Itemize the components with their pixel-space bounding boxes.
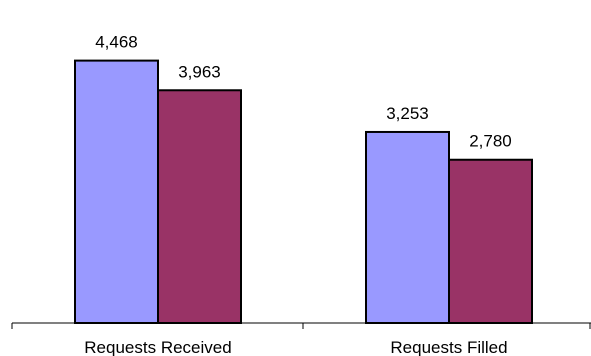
- data-label-2-series-1: 3,253: [386, 104, 429, 123]
- bar-1-series-2: [157, 89, 242, 324]
- bars-layer: [74, 59, 533, 325]
- x-axis: [11, 322, 591, 329]
- bar-1-series-1: [74, 59, 159, 325]
- bar-2-series-1: [365, 130, 450, 324]
- data-label-1-series-2: 3,963: [178, 62, 221, 81]
- bar-2-series-2: [448, 158, 533, 324]
- category-label-1: Requests Received: [84, 338, 231, 356]
- data-label-2-series-2: 2,780: [469, 132, 512, 151]
- category-labels-layer: Requests Received Requests Filled: [84, 338, 507, 356]
- data-label-1-series-1: 4,468: [95, 33, 138, 52]
- data-labels-layer: 4,468 3,963 3,253 2,780: [95, 33, 512, 151]
- category-label-2: Requests Filled: [390, 338, 507, 356]
